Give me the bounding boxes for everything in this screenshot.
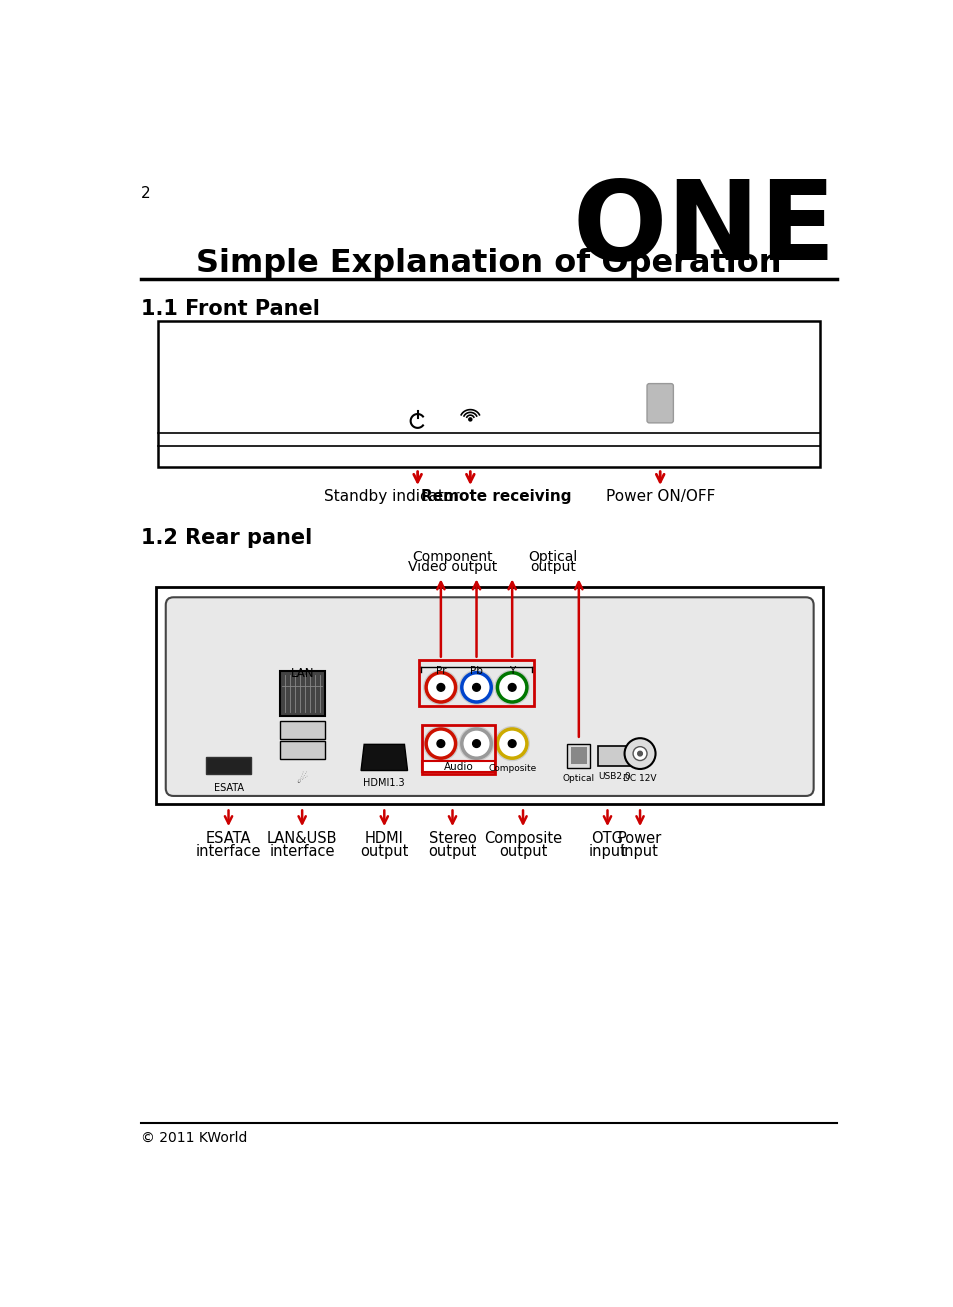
Text: © 2011 KWorld: © 2011 KWorld	[141, 1131, 247, 1145]
Circle shape	[495, 670, 529, 704]
Text: input: input	[620, 844, 659, 860]
Circle shape	[468, 418, 472, 421]
Bar	[422, 761, 495, 772]
Bar	[279, 672, 324, 716]
Text: ESATA: ESATA	[213, 783, 243, 793]
FancyBboxPatch shape	[646, 384, 673, 423]
Text: Optical: Optical	[528, 549, 578, 563]
Text: Optical: Optical	[562, 774, 595, 783]
Circle shape	[459, 727, 493, 761]
Text: interface: interface	[195, 844, 261, 860]
Text: LAN: LAN	[290, 667, 314, 680]
Circle shape	[426, 673, 456, 702]
Circle shape	[423, 670, 457, 704]
Circle shape	[426, 729, 456, 758]
Bar	[571, 748, 586, 765]
Text: output: output	[359, 844, 408, 860]
Text: 1.2 Rear panel: 1.2 Rear panel	[141, 528, 312, 548]
Text: Video output: Video output	[408, 561, 497, 574]
Circle shape	[508, 740, 516, 748]
Text: ☄: ☄	[296, 772, 308, 786]
Text: ESATA: ESATA	[206, 831, 251, 847]
Text: Composite: Composite	[488, 765, 536, 774]
Bar	[418, 660, 534, 706]
Circle shape	[497, 729, 526, 758]
Bar	[598, 746, 630, 766]
Text: Stereo: Stereo	[428, 831, 476, 847]
Text: Standby indicator: Standby indicator	[324, 490, 459, 505]
Text: Audio: Audio	[443, 762, 473, 772]
Circle shape	[436, 740, 444, 748]
Text: Power: Power	[618, 831, 661, 847]
Text: HDMI1.3: HDMI1.3	[363, 778, 405, 788]
Circle shape	[508, 684, 516, 691]
Text: 1.1 Front Panel: 1.1 Front Panel	[141, 299, 319, 319]
Circle shape	[633, 746, 646, 761]
Text: ONE: ONE	[572, 176, 835, 284]
Text: output: output	[498, 844, 547, 860]
Text: Component: Component	[412, 549, 493, 563]
Text: interface: interface	[269, 844, 335, 860]
Bar	[422, 725, 495, 774]
Circle shape	[472, 740, 480, 748]
Text: Y: Y	[509, 665, 515, 676]
Text: DC 12V: DC 12V	[622, 774, 656, 783]
Text: OTG: OTG	[591, 831, 623, 847]
Text: Composite: Composite	[483, 831, 561, 847]
Polygon shape	[360, 745, 407, 771]
Circle shape	[624, 738, 655, 769]
Text: output: output	[428, 844, 476, 860]
Circle shape	[472, 684, 480, 691]
Bar	[567, 744, 590, 769]
Bar	[279, 741, 324, 759]
Bar	[279, 721, 324, 738]
Circle shape	[459, 670, 493, 704]
Bar	[156, 587, 822, 804]
Text: Power ON/OFF: Power ON/OFF	[605, 490, 714, 505]
Circle shape	[423, 727, 457, 761]
Text: Remote receiving: Remote receiving	[421, 490, 572, 505]
Text: output: output	[530, 561, 576, 574]
Circle shape	[436, 684, 444, 691]
Text: Simple Explanation of Operation: Simple Explanation of Operation	[196, 248, 781, 278]
Circle shape	[461, 729, 491, 758]
Bar	[158, 320, 819, 467]
Circle shape	[497, 673, 526, 702]
Circle shape	[637, 752, 641, 755]
Text: HDMI: HDMI	[364, 831, 403, 847]
Text: Pb: Pb	[470, 665, 482, 676]
Text: LAN&USB: LAN&USB	[267, 831, 337, 847]
FancyBboxPatch shape	[166, 597, 813, 796]
Text: USB2.0: USB2.0	[598, 772, 630, 782]
Text: Pr: Pr	[436, 665, 446, 676]
Circle shape	[461, 673, 491, 702]
Circle shape	[495, 727, 529, 761]
Text: 2: 2	[141, 186, 151, 201]
Text: input: input	[588, 844, 626, 860]
Bar	[206, 757, 251, 774]
